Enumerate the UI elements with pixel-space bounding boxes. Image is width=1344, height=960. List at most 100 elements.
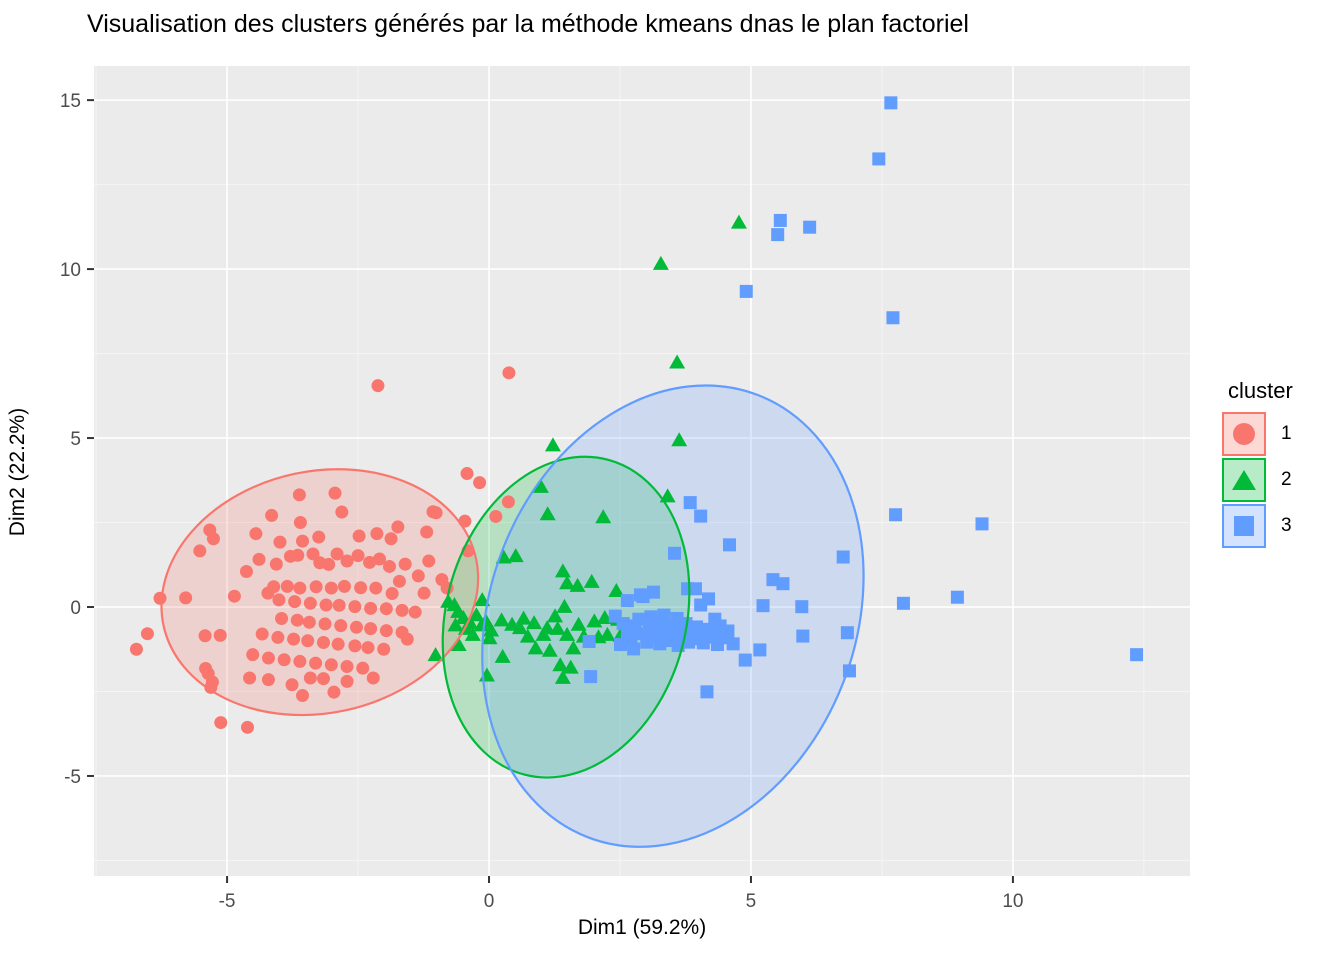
point-cluster3 xyxy=(803,220,817,234)
plot-title: Visualisation des clusters générés par l… xyxy=(87,10,969,38)
point-cluster2 xyxy=(440,593,457,608)
point-cluster1 xyxy=(287,632,301,646)
point-cluster2 xyxy=(539,506,556,521)
point-cluster1 xyxy=(422,554,436,568)
point-cluster1 xyxy=(261,651,275,665)
point-cluster3 xyxy=(667,546,681,560)
point-cluster2 xyxy=(507,548,524,563)
point-cluster1 xyxy=(316,672,330,686)
point-cluster1 xyxy=(364,622,378,636)
point-cluster2 xyxy=(539,620,556,635)
point-cluster1 xyxy=(373,552,387,566)
x-tick-label: -5 xyxy=(219,891,236,912)
point-cluster3 xyxy=(683,496,697,510)
point-cluster3 xyxy=(644,610,658,624)
point-cluster1 xyxy=(303,671,317,685)
cluster-2-ellipse-outline xyxy=(441,455,691,779)
point-cluster1 xyxy=(302,615,316,629)
legend-label: 3 xyxy=(1281,515,1292,536)
point-cluster2 xyxy=(554,669,571,684)
point-cluster1 xyxy=(411,569,425,583)
point-cluster1 xyxy=(348,639,362,653)
point-cluster1 xyxy=(398,557,412,571)
point-cluster1 xyxy=(331,637,345,651)
point-cluster1 xyxy=(198,629,212,643)
point-cluster1 xyxy=(303,596,317,610)
point-cluster1 xyxy=(392,574,406,588)
point-cluster1 xyxy=(354,581,368,595)
point-cluster3 xyxy=(738,653,752,667)
cluster-2-ellipse-fill xyxy=(442,456,690,778)
point-cluster1 xyxy=(312,530,326,544)
point-cluster1 xyxy=(370,527,384,541)
point-cluster1 xyxy=(309,580,323,594)
point-cluster2 xyxy=(483,622,500,637)
point-cluster1 xyxy=(328,486,342,500)
legend-key-square-icon xyxy=(1222,504,1266,548)
point-cluster3 xyxy=(950,590,964,604)
point-cluster3 xyxy=(694,509,708,523)
point-cluster1 xyxy=(334,619,348,633)
point-cluster3 xyxy=(721,624,735,638)
point-cluster3 xyxy=(614,638,628,652)
point-cluster1 xyxy=(290,613,304,627)
point-cluster1 xyxy=(293,581,307,595)
point-cluster3 xyxy=(702,592,716,606)
point-cluster2 xyxy=(671,432,688,447)
point-cluster1 xyxy=(249,527,263,541)
legend-label: 2 xyxy=(1281,469,1292,490)
point-cluster1 xyxy=(261,586,275,600)
point-cluster1 xyxy=(324,581,338,595)
point-cluster3 xyxy=(624,632,638,646)
point-cluster1 xyxy=(420,525,434,539)
triangle-marker-icon xyxy=(1232,470,1256,490)
point-cluster2 xyxy=(494,648,511,663)
point-cluster1 xyxy=(366,671,380,685)
point-cluster3 xyxy=(657,608,671,622)
x-axis-title: Dim1 (59.2%) xyxy=(577,916,707,939)
point-cluster3 xyxy=(795,600,809,614)
point-cluster1 xyxy=(241,720,255,734)
square-marker-icon xyxy=(1234,516,1254,536)
point-cluster3 xyxy=(884,96,898,110)
point-cluster1 xyxy=(369,581,383,595)
point-cluster1 xyxy=(213,628,227,642)
point-cluster1 xyxy=(385,586,399,600)
point-cluster2 xyxy=(554,563,571,578)
point-cluster2 xyxy=(583,573,600,588)
point-cluster2 xyxy=(450,637,467,652)
point-cluster1 xyxy=(277,653,291,667)
point-cluster2 xyxy=(569,577,586,592)
point-cluster1 xyxy=(306,547,320,561)
point-cluster1 xyxy=(502,366,516,380)
point-cluster1 xyxy=(400,632,414,646)
point-cluster2 xyxy=(559,575,576,590)
point-cluster1 xyxy=(129,642,143,656)
point-cluster1 xyxy=(179,591,193,605)
point-cluster3 xyxy=(708,612,722,626)
point-cluster1 xyxy=(330,547,344,561)
point-cluster3 xyxy=(840,626,854,640)
point-cluster1 xyxy=(384,532,398,546)
point-cluster3 xyxy=(796,629,810,643)
point-cluster1 xyxy=(352,529,366,543)
point-cluster1 xyxy=(335,505,349,519)
point-cluster1 xyxy=(324,658,338,672)
point-cluster1 xyxy=(460,467,474,481)
point-cluster2 xyxy=(468,607,485,622)
point-cluster2 xyxy=(477,613,494,628)
point-cluster2 xyxy=(608,582,625,597)
y-tick-label: 10 xyxy=(60,260,81,281)
y-tick-label: -5 xyxy=(64,767,81,788)
point-cluster1 xyxy=(417,586,431,600)
legend-key-triangle-icon xyxy=(1222,458,1266,502)
point-cluster3 xyxy=(756,599,770,613)
point-cluster2 xyxy=(549,620,566,635)
point-cluster1 xyxy=(473,476,487,490)
point-cluster1 xyxy=(340,659,354,673)
point-cluster1 xyxy=(261,673,275,687)
point-cluster3 xyxy=(836,550,850,564)
point-cluster2 xyxy=(511,620,528,635)
point-cluster3 xyxy=(722,538,736,552)
